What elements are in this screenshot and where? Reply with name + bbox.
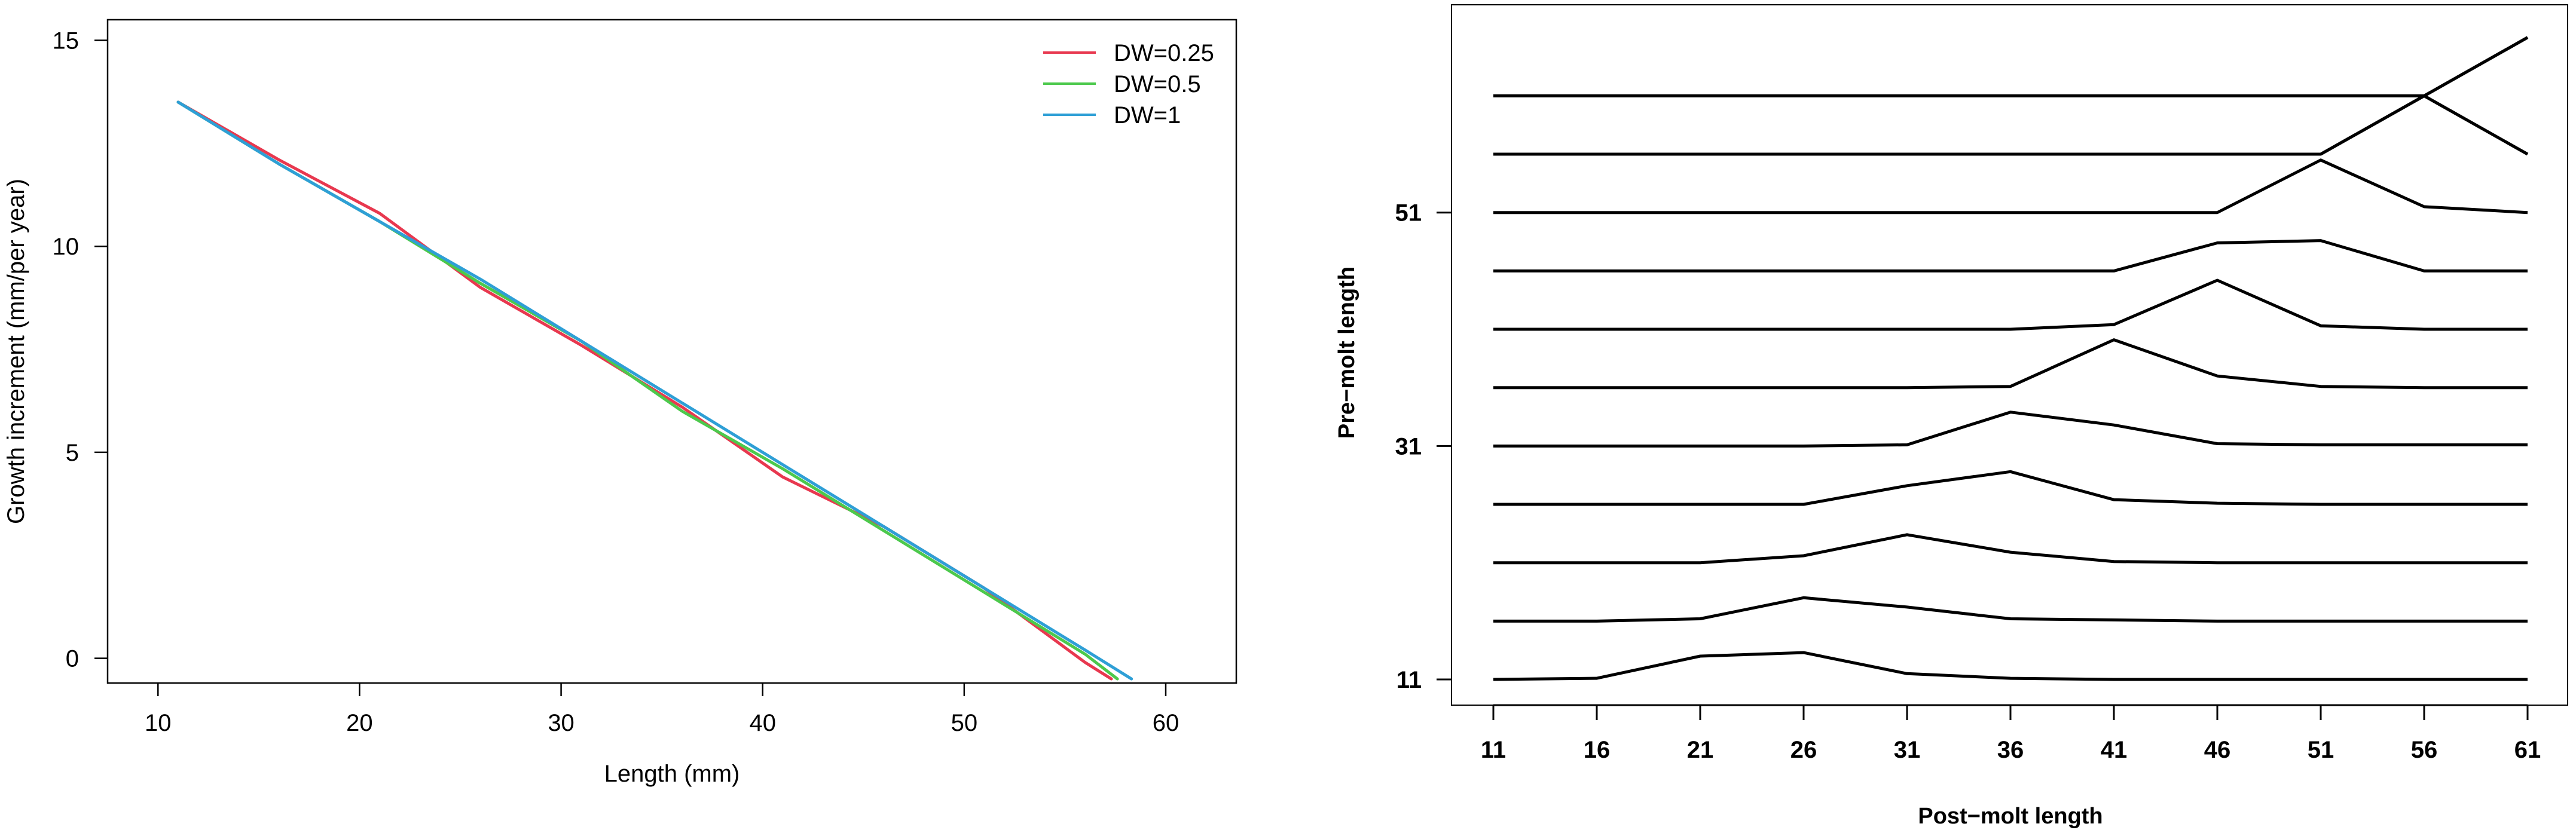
plot-frame (106, 19, 1237, 684)
molt-line-31 (1493, 411, 2528, 448)
molt-line-extra-12 (1493, 94, 2529, 156)
y-tick-label: 11 (1397, 667, 1422, 693)
y-tick-label: 51 (1395, 200, 1422, 226)
x-tick-label: 11 (1481, 737, 1506, 763)
legend-label: DW=1 (1114, 102, 1181, 128)
series-line-dw-0-5 (176, 100, 1119, 681)
molt-line-26 (1493, 470, 2528, 506)
x-tick-label: 50 (951, 710, 978, 736)
molt-line-21 (1493, 533, 2528, 565)
x-tick-label: 31 (1894, 737, 1921, 763)
y-axis-label: Pre−molt length (1334, 267, 1359, 439)
x-tick-label: 16 (1584, 737, 1611, 763)
x-tick-label: 61 (2514, 737, 2541, 763)
x-tick-label: 56 (2411, 737, 2438, 763)
y-tick-label: 10 (53, 234, 80, 260)
x-tick-label: 30 (548, 710, 575, 736)
x-tick-label: 41 (2101, 737, 2128, 763)
y-tick-label: 31 (1395, 433, 1422, 460)
series-line-dw-0-25 (176, 100, 1113, 681)
molt-line-61 (1493, 36, 2529, 97)
molt-line-46 (1493, 239, 2528, 272)
molt-line-36 (1493, 338, 2528, 390)
molt-length-chart: 11 16 21 26 31 36 41 46 51 56 61 11 31 51 Post−molt le… (1334, 4, 2568, 829)
x-tick-label: 10 (145, 710, 172, 736)
growth-increment-chart: 10 20 30 40 50 60 0 5 10 15 Length (mm) Growth incr… (3, 19, 1237, 787)
molt-line-41 (1493, 278, 2528, 331)
x-tick-label: 36 (1997, 737, 2024, 763)
molt-line-extra-11 (1493, 36, 2529, 97)
x-axis-label: Post−molt length (1918, 804, 2103, 829)
x-tick-label: 51 (2308, 737, 2334, 763)
x-tick-label: 60 (1153, 710, 1179, 736)
x-tick-label: 21 (1687, 737, 1714, 763)
x-tick-label: 26 (1790, 737, 1817, 763)
molt-line-11 (1493, 651, 2528, 681)
y-tick-label: 15 (53, 27, 80, 54)
x-tick-label: 40 (749, 710, 776, 736)
y-axis-label: Growth increment (mm/per year) (3, 179, 29, 524)
y-tick-label: 5 (66, 440, 79, 466)
molt-line-16 (1493, 596, 2528, 623)
legend-label: DW=0.25 (1114, 40, 1214, 66)
x-axis-label: Length (mm) (604, 761, 740, 787)
molt-line-51 (1493, 158, 2528, 215)
y-tick-label: 0 (66, 646, 79, 672)
x-tick-label: 20 (346, 710, 373, 736)
legend-label: DW=0.5 (1114, 71, 1201, 97)
series-line-dw-1 (176, 100, 1133, 681)
x-tick-label: 46 (2204, 737, 2231, 763)
